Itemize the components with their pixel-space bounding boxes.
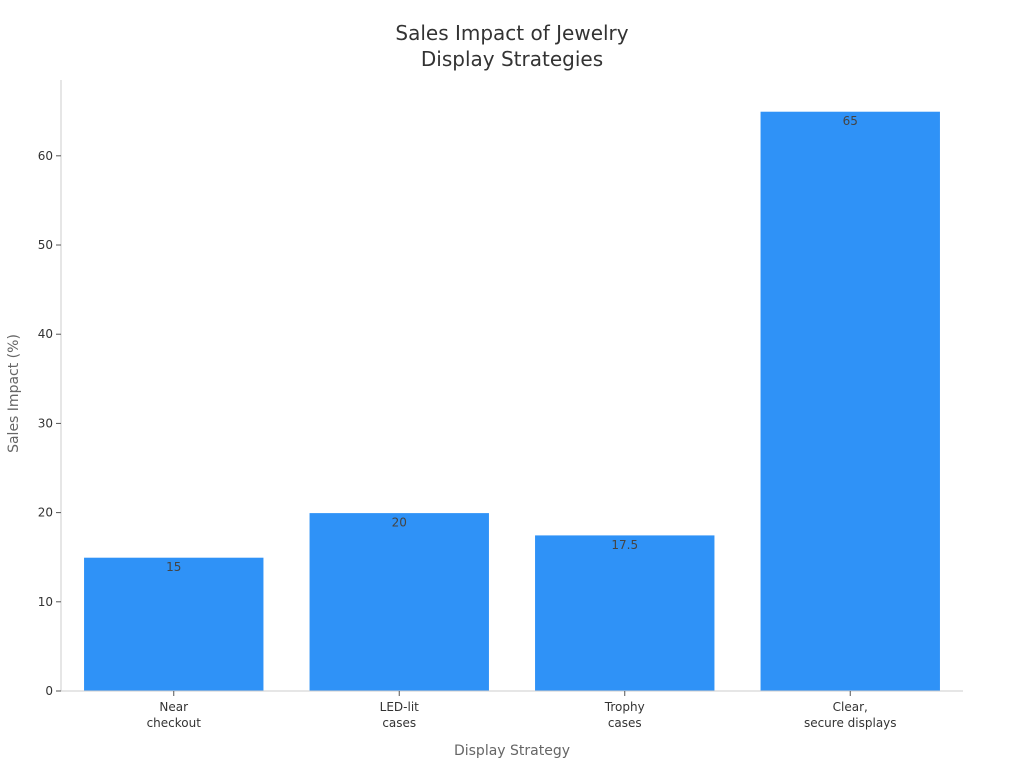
chart-title-line-2: Display Strategies <box>420 47 604 71</box>
data-label: 20 <box>392 516 407 530</box>
bar <box>83 556 265 692</box>
y-tick-label: 40 <box>38 327 53 341</box>
data-labels: 15 20 17.5 65 <box>166 114 858 574</box>
bar <box>534 534 716 692</box>
data-label: 17.5 <box>611 538 638 552</box>
x-tick-label: Clear, secure displays <box>804 700 897 730</box>
y-tick-label: 60 <box>38 149 53 163</box>
y-tick-label: 0 <box>45 684 53 698</box>
y-tick-label: 20 <box>38 506 53 520</box>
y-ticks: 0 10 20 30 40 50 60 <box>38 149 61 698</box>
axes-layer <box>60 80 963 692</box>
bar <box>759 110 941 692</box>
data-label: 15 <box>166 560 181 574</box>
x-tick-label: Trophy cases <box>604 700 645 730</box>
x-tick-label: LED-lit cases <box>380 700 420 730</box>
y-tick-label: 10 <box>38 595 53 609</box>
y-tick-label: 30 <box>38 416 53 430</box>
y-tick-label: 50 <box>38 238 53 252</box>
x-tick-label: Near checkout <box>147 700 202 730</box>
chart-title-line-1: Sales Impact of Jewelry <box>395 21 629 45</box>
x-axis-title: Display Strategy <box>454 743 570 759</box>
x-ticks: Near checkout LED-lit cases Trophy cases Clear… <box>147 691 897 730</box>
bars-layer <box>83 110 941 692</box>
bar <box>308 512 490 692</box>
data-label: 65 <box>843 114 858 128</box>
y-axis-title: Sales Impact (%) <box>6 334 22 453</box>
